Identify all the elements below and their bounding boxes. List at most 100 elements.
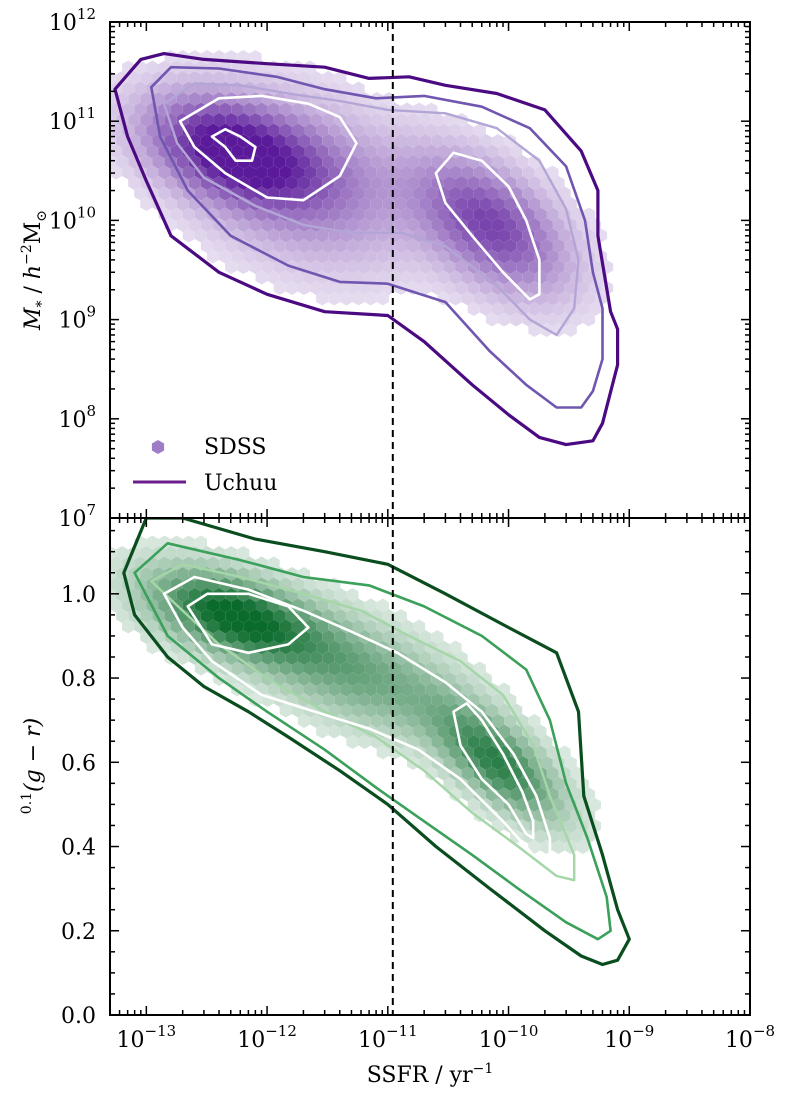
hexbin-cell — [528, 197, 541, 211]
hexbin-cell — [455, 176, 468, 190]
hexbin-cell — [455, 281, 468, 295]
hexbin-cell — [370, 218, 383, 232]
hexbin-cell — [528, 176, 541, 190]
hexbin-cell — [510, 228, 523, 243]
hexbin-cell — [370, 260, 383, 274]
hexbin-cell — [328, 228, 341, 243]
hexbin-cell — [328, 724, 341, 739]
hexbin-cell — [491, 798, 504, 812]
hexbin-cell — [116, 71, 129, 85]
hexbin-cell — [176, 588, 189, 602]
hexbin-cell — [261, 113, 274, 127]
hexbin-cell — [467, 798, 480, 812]
hexbin-cell — [528, 323, 541, 337]
hexbin-cell — [249, 651, 262, 665]
hexbin-cell — [564, 281, 577, 295]
hexbin-cell — [279, 186, 292, 201]
hexbin-cell — [552, 281, 565, 295]
contour-5 — [186, 592, 310, 655]
hexbin-cell — [237, 609, 250, 623]
hexbin-cell — [358, 693, 371, 707]
hexbin-cell — [249, 567, 262, 581]
hexbin-cell — [437, 661, 450, 676]
hexbin-cell — [297, 71, 311, 85]
contour-4a — [178, 94, 358, 202]
hexbin-cell — [540, 197, 553, 211]
hexbin-cell — [352, 619, 365, 634]
hexbin-cell — [334, 176, 347, 190]
hexbin-cell — [419, 672, 432, 686]
hexbin-cell — [364, 598, 377, 613]
hexbin-cell — [516, 155, 529, 169]
hexbin-cell — [546, 207, 559, 222]
y-tick-label: 0.8 — [61, 667, 96, 692]
hexbin-cell — [273, 134, 286, 148]
hexbin-cell — [164, 71, 177, 85]
hexbin-cell — [510, 207, 523, 222]
hexbin-cell — [334, 218, 347, 232]
contour-2 — [133, 541, 612, 941]
hexbin-cell — [522, 165, 535, 180]
hexbin-cell — [394, 672, 407, 686]
hexbin-cell — [479, 714, 492, 728]
hexbin-cell — [194, 598, 207, 613]
hexbin-cell — [176, 71, 189, 85]
hexbin-cell — [558, 312, 571, 327]
top-contour-layer — [113, 51, 620, 447]
hexbin-cell — [279, 228, 292, 243]
hexbin-cell — [146, 123, 159, 138]
hexbin-cell — [358, 609, 371, 623]
hexbin-cell — [443, 714, 456, 728]
hexbin-cell — [231, 661, 244, 676]
hexbin-cell — [291, 249, 304, 264]
hexbin-cell — [152, 155, 165, 169]
hexbin-cell — [431, 113, 444, 127]
bottom-y-axis-label: 0.1(g − r) — [19, 718, 46, 814]
hexbin-cell — [352, 165, 365, 180]
hexbin-cell — [558, 270, 571, 285]
hexbin-cell — [582, 291, 595, 306]
hexbin-cell — [413, 724, 426, 739]
hexbin-cell — [340, 186, 353, 201]
hexbin-cell — [237, 71, 250, 85]
hexbin-cell — [449, 123, 462, 138]
hexbin-cell — [528, 218, 541, 232]
hexbin-cell — [200, 609, 214, 623]
hexbin-cell — [455, 134, 468, 148]
y-label-prefix: 0.1 — [19, 792, 35, 814]
hexbin-cell — [491, 134, 504, 148]
contour-2 — [150, 65, 604, 409]
hexbin-cell — [310, 672, 323, 686]
hexbin-cell — [279, 703, 292, 718]
hexbin-cell — [188, 92, 201, 106]
hexbin-cell — [267, 577, 280, 592]
hexbin-cell — [134, 598, 147, 613]
hexbin-cell — [510, 724, 523, 739]
hexbin-cell — [376, 703, 389, 718]
hexbin-cell — [510, 165, 523, 180]
hexbin-cell — [322, 71, 335, 85]
hexbin-cell — [328, 640, 341, 655]
hexbin-cell — [485, 228, 498, 243]
hexbin-cell — [558, 787, 571, 802]
hexbin-cell — [164, 197, 177, 211]
hexbin-cell — [528, 302, 541, 316]
hexbin-cell — [188, 176, 201, 190]
hexbin-cell — [552, 777, 565, 791]
hexbin-cell — [407, 672, 420, 686]
hexbin-cell — [540, 302, 553, 316]
hexbin-cell — [194, 577, 207, 592]
hexbin-cell — [207, 165, 220, 180]
hexbin-cell — [413, 270, 426, 285]
hexbin-cell — [334, 134, 347, 148]
hexbin-cell — [340, 724, 353, 739]
hexbin-cell — [207, 144, 220, 159]
hexbin-cell — [291, 102, 304, 117]
hexbin-cell — [546, 312, 559, 327]
hexbin-cell — [461, 123, 474, 138]
hexbin-cell — [140, 197, 153, 211]
hexbin-cell — [407, 176, 420, 190]
hexbin-cell — [122, 619, 135, 634]
hexbin-cell — [158, 186, 171, 201]
hexbin-cell — [316, 640, 329, 655]
